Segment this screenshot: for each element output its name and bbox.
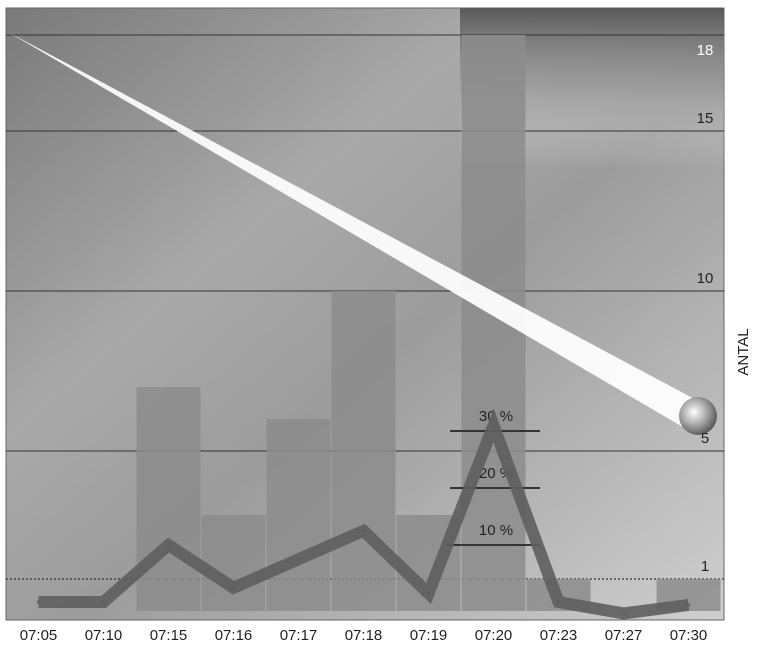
x-tick-label: 07:27 — [605, 627, 643, 643]
percent-point-0718 — [361, 528, 366, 533]
x-tick-label: 07:20 — [475, 627, 513, 643]
x-tick-label: 07:30 — [670, 627, 708, 643]
x-tick-label: 07:23 — [540, 627, 578, 643]
x-tick-label: 07:17 — [280, 627, 318, 643]
x-tick-label: 07:19 — [410, 627, 448, 643]
comet-ball — [679, 397, 717, 435]
y-tick-label: 1 — [701, 558, 709, 575]
x-tick-label: 07:18 — [345, 627, 383, 643]
x-tick-label: 07:15 — [150, 627, 188, 643]
bar-0718 — [331, 291, 396, 611]
percent-point-0720 — [491, 423, 496, 428]
y-tick-label: 5 — [701, 430, 709, 447]
percent-point-0730 — [686, 602, 691, 607]
y-tick-label: 18 — [697, 42, 714, 59]
percent-point-0723 — [556, 600, 561, 604]
percent-line — [36, 408, 691, 620]
percent-point-0710 — [101, 600, 106, 604]
x-tick-label: 07:16 — [215, 627, 253, 643]
percent-point-0719 — [426, 591, 431, 596]
percent-point-0716 — [231, 585, 236, 590]
percent-point-0717 — [296, 557, 301, 562]
comet-streak — [8, 32, 700, 430]
bar-0716 — [201, 515, 266, 611]
y-tick-label: 10 — [697, 270, 714, 287]
bar-0715 — [136, 387, 201, 611]
x-axis-ticks: 07:05 07:10 07:15 07:16 07:17 07:18 07:19 07:20… — [20, 627, 708, 644]
percent-point-0727 — [621, 611, 626, 616]
x-tick-label: 07:10 — [85, 627, 123, 643]
bar-0717 — [266, 419, 331, 611]
percent-point-0705 — [36, 600, 41, 604]
y-axis-label: ANTAL — [735, 328, 752, 375]
percent-point-0715 — [166, 543, 171, 547]
percent-tick-label: 10 % — [479, 522, 513, 539]
y-tick-label: 15 — [697, 110, 714, 127]
x-tick-label: 07:05 — [20, 627, 58, 643]
